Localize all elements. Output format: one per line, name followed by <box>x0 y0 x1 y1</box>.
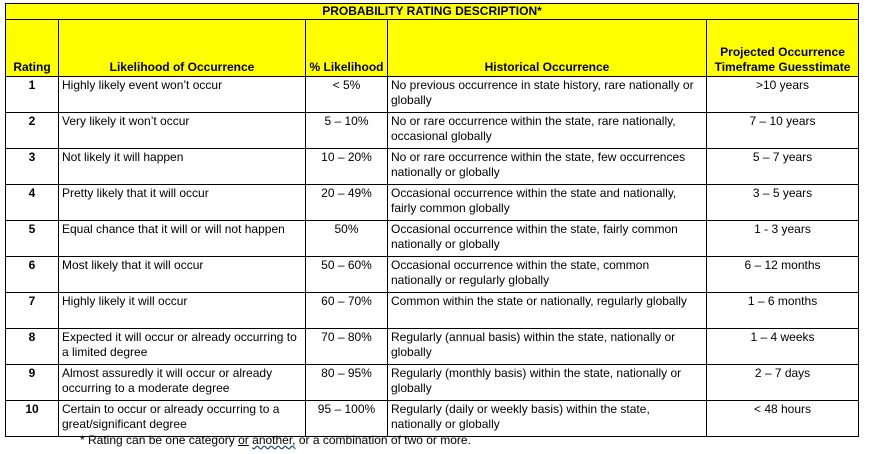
table-cell: Occasional occurrence within the state, … <box>387 220 707 257</box>
table-cell: < 48 hours <box>705 400 860 437</box>
footnote-text: another, <box>252 433 296 447</box>
table-row: 7 Highly likely it will occur 60 – 70% Comm… <box>5 292 860 329</box>
footnote-text: or <box>238 433 249 447</box>
table-row: 9 Almost assuredly it will occur or alrea… <box>5 364 860 401</box>
table-cell: 2 <box>5 112 59 149</box>
table-cell: Pretty likely that it will occur <box>58 184 306 221</box>
table-row: 6 Most likely that it will occur 50 – 60% O… <box>5 256 860 293</box>
table-cell: 2 – 7 days <box>705 364 860 401</box>
column-header: % Likelihood <box>305 19 388 77</box>
table-cell: 6 – 12 months <box>705 256 860 293</box>
table-cell: Not likely it will happen <box>58 148 306 185</box>
column-header: Projected Occurrence Timeframe Guesstima… <box>705 19 860 77</box>
table-cell: Highly likely it will occur <box>58 292 306 329</box>
table-cell: Occasional occurrence within the state, … <box>387 256 707 293</box>
table-cell: Expected it will occur or already occurr… <box>58 328 306 365</box>
table-cell: 5 – 7 years <box>705 148 860 185</box>
table-cell: Regularly (annual basis) within the stat… <box>387 328 707 365</box>
table-row: 2 Very likely it won’t occur 5 – 10% No or … <box>5 112 860 149</box>
table-cell: 4 <box>5 184 59 221</box>
column-header: Likelihood of Occurrence <box>58 19 306 77</box>
table-cell: 50% <box>305 220 388 257</box>
table-cell: Occasional occurrence within the state a… <box>387 184 707 221</box>
table-cell: 70 – 80% <box>305 328 388 365</box>
table-cell: 3 – 5 years <box>705 184 860 221</box>
table-cell: >10 years <box>705 76 860 113</box>
table-cell: Very likely it won’t occur <box>58 112 306 149</box>
table-row: 1 Highly likely event won’t occur < 5% No p… <box>5 76 860 113</box>
table-cell: Regularly (monthly basis) within the sta… <box>387 364 707 401</box>
table-cell: No or rare occurrence within the state, … <box>387 112 707 149</box>
table-row: 8 Expected it will occur or already occur… <box>5 328 860 365</box>
probability-table: PROBABILITY RATING DESCRIPTION* Rating Li… <box>4 3 860 437</box>
table-cell: 9 <box>5 364 59 401</box>
table-cell: 10 <box>5 400 59 437</box>
table-cell: 1 – 6 months <box>705 292 860 329</box>
table-cell: Regularly (daily or weekly basis) within… <box>387 400 707 437</box>
table-cell: 20 – 49% <box>305 184 388 221</box>
table-cell: Equal chance that it will or will not ha… <box>58 220 306 257</box>
footnote-text: or a combination of two or more. <box>298 433 471 447</box>
table-cell: 7 <box>5 292 59 329</box>
table-cell: 7 – 10 years <box>705 112 860 149</box>
table-cell: Almost assuredly it will occur or alread… <box>58 364 306 401</box>
column-header: Historical Occurrence <box>387 19 707 77</box>
table-cell: 1 <box>5 76 59 113</box>
table-cell: Certain to occur or already occurring to… <box>58 400 306 437</box>
table-cell: No or rare occurrence within the state, … <box>387 148 707 185</box>
table-cell: Common within the state or nationally, r… <box>387 292 707 329</box>
table-row: 3 Not likely it will happen 10 – 20% No or … <box>5 148 860 185</box>
table-cell: 95 – 100% <box>305 400 388 437</box>
table-cell: 80 – 95% <box>305 364 388 401</box>
table-cell: 10 – 20% <box>305 148 388 185</box>
table-row: 5 Equal chance that it will or will not h… <box>5 220 860 257</box>
table-cell: 60 – 70% <box>305 292 388 329</box>
table-title: PROBABILITY RATING DESCRIPTION* <box>4 3 860 20</box>
table-cell: No previous occurrence in state history,… <box>387 76 707 113</box>
table-row: 10 Certain to occur or already occurring … <box>5 400 860 437</box>
table-row: 4 Pretty likely that it will occur 20 – 49… <box>5 184 860 221</box>
table-cell: Most likely that it will occur <box>58 256 306 293</box>
table-cell: 1 – 4 weeks <box>705 328 860 365</box>
table-cell: 3 <box>5 148 59 185</box>
table-cell: 1 - 3 years <box>705 220 860 257</box>
table-cell: 5 <box>5 220 59 257</box>
footnote-text: * Rating can be one category <box>80 433 235 447</box>
table-cell: 8 <box>5 328 59 365</box>
footnote: * Rating can be one category or another,… <box>80 433 471 448</box>
table-cell: 6 <box>5 256 59 293</box>
column-header: Rating <box>5 19 59 77</box>
table-cell: 5 – 10% <box>305 112 388 149</box>
table-cell: < 5% <box>305 76 388 113</box>
table-cell: 50 – 60% <box>305 256 388 293</box>
table-cell: Highly likely event won’t occur <box>58 76 306 113</box>
